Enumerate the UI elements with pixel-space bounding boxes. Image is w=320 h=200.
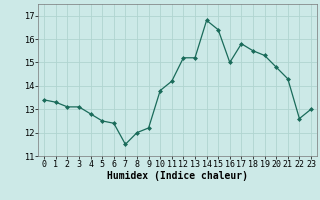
X-axis label: Humidex (Indice chaleur): Humidex (Indice chaleur) [107,171,248,181]
